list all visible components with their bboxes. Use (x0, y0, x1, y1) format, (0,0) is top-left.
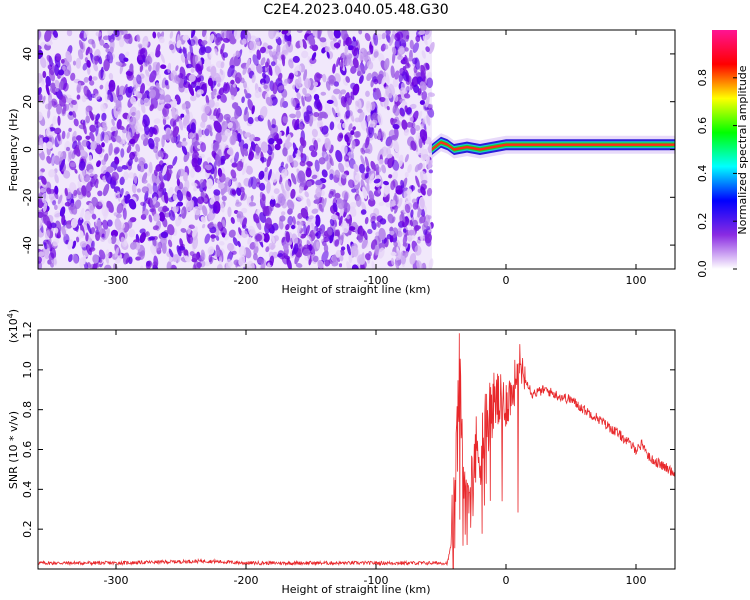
spectrogram-y-tick-label: 40 (21, 47, 34, 61)
spectrogram-y-tick-label: 0 (21, 146, 34, 153)
spectrogram-plot-area (38, 30, 675, 269)
snr-y-tick-label: 1.2 (21, 321, 34, 339)
spectrogram-x-tick-label: -300 (104, 274, 129, 287)
colorbar-tick-label: 0.8 (696, 69, 709, 87)
snr-y-tick-label: 0.6 (21, 441, 34, 459)
snr-x-tick-label: -200 (234, 574, 259, 587)
colorbar-ticks: 0.0 0.2 0.4 0.6 0.8 (696, 69, 737, 278)
colorbar: 0.0 0.2 0.4 0.6 0.8 Normalized spectral ampl… (696, 30, 749, 278)
snr-exponent-label: (x104) (6, 309, 20, 343)
spectrogram-y-axis-label: Frequency (Hz) (7, 109, 20, 192)
snr-series-line (38, 333, 675, 569)
snr-ticks: -300 -200 -100 0 100 0.2 0.4 0.6 0.8 1.0 1.2 (21, 321, 675, 587)
spectrogram-y-tick-label: -20 (21, 188, 34, 206)
spectrogram-x-tick-label: -100 (364, 274, 389, 287)
snr-x-tick-label: 100 (626, 574, 647, 587)
colorbar-tick-label: 0.0 (696, 260, 709, 278)
spectrogram-x-tick-label: 100 (626, 274, 647, 287)
snr-frame (37, 329, 676, 570)
spectrogram-x-axis-label: Height of straight line (km) (281, 283, 430, 296)
spectrogram-x-tick-label: -200 (234, 274, 259, 287)
spectrogram-x-tick-label: 0 (503, 274, 510, 287)
snr-plot-area (38, 333, 675, 569)
snr-x-tick-label: 0 (503, 574, 510, 587)
snr-x-tick-label: -100 (364, 574, 389, 587)
snr-y-tick-label: 0.2 (21, 520, 34, 538)
colorbar-label: Normalized spectral amplitude (736, 65, 749, 234)
figure-title: C2E4.2023.040.05.48.G30 (263, 2, 448, 18)
snr-x-axis-label: Height of straight line (km) (281, 583, 430, 596)
snr-x-tick-label: -300 (104, 574, 129, 587)
snr-y-tick-label: 0.4 (21, 481, 34, 499)
signal-band-core (431, 141, 675, 151)
snr-y-tick-label: 1.0 (21, 361, 34, 379)
colorbar-tick-label: 0.2 (696, 212, 709, 230)
spectrogram-image (38, 30, 675, 269)
snr-y-tick-label: 0.8 (21, 401, 34, 419)
spectrogram-y-tick-label: 20 (21, 95, 34, 109)
colorbar-tick-label: 0.6 (696, 117, 709, 135)
spectrogram-y-tick-label: -40 (21, 236, 34, 254)
colorbar-gradient (712, 30, 737, 269)
snr-y-axis-label: SNR (10 * v/v) (7, 411, 20, 489)
colorbar-tick-label: 0.4 (696, 165, 709, 183)
snr-panel: -300 -200 -100 0 100 0.2 0.4 0.6 0.8 1.0 1.2 Heigh… (6, 309, 676, 596)
